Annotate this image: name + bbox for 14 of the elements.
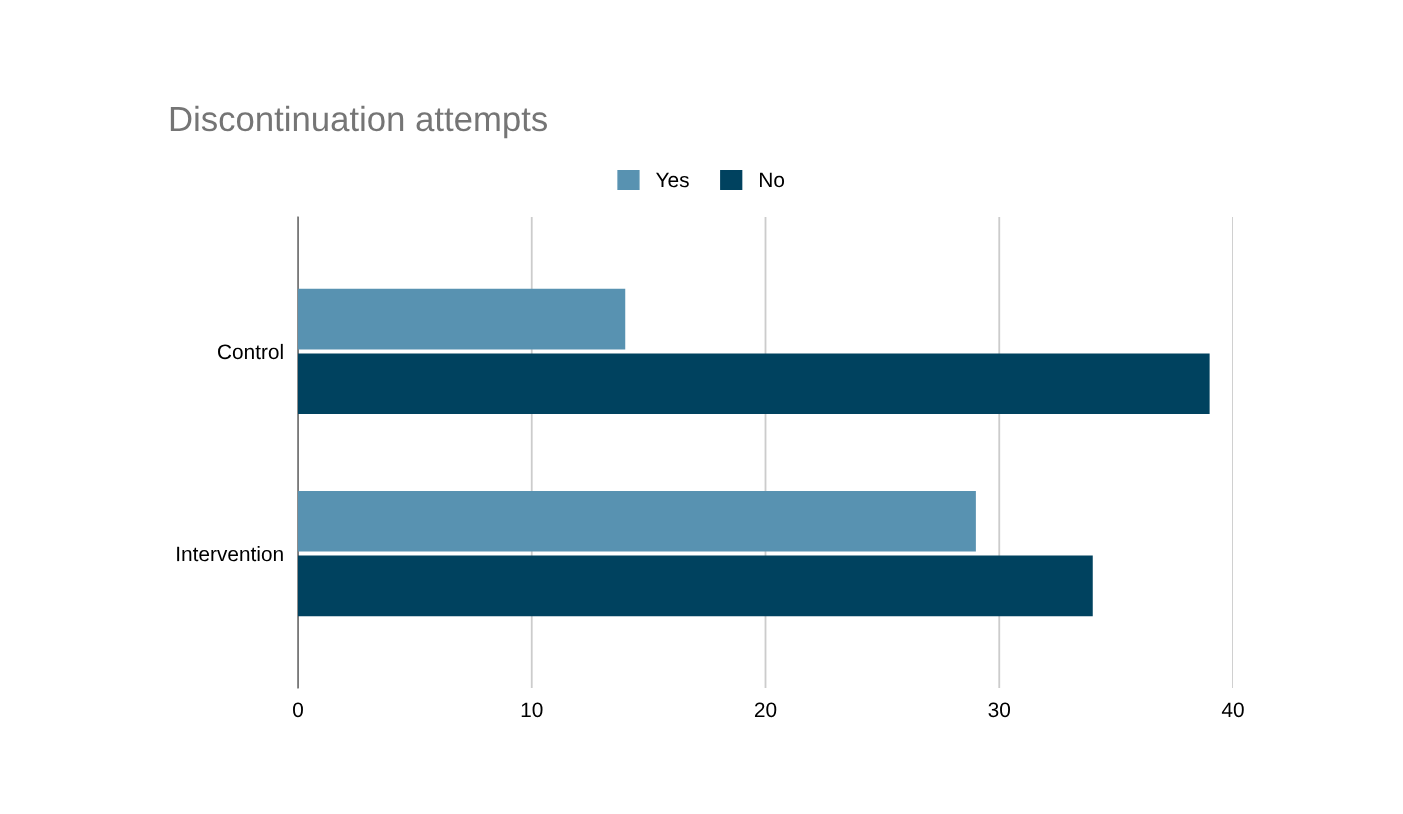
x-tick-label: 0 [293, 702, 303, 718]
legend-label: Yes [656, 172, 689, 188]
x-tick-label: 20 [754, 702, 777, 718]
x-tick-label: 10 [521, 702, 543, 718]
bar [298, 353, 1210, 415]
y-tick-label: Intervention [177, 546, 283, 562]
x-tick-label: 40 [1221, 702, 1244, 718]
y-tick-label: Control [218, 343, 283, 360]
bar [298, 555, 1093, 617]
bar [298, 490, 976, 552]
x-tick-label: 30 [988, 702, 1011, 718]
bar [298, 288, 626, 350]
chart-title: Discontinuation attempts [170, 105, 547, 139]
legend-label: No [760, 172, 785, 188]
